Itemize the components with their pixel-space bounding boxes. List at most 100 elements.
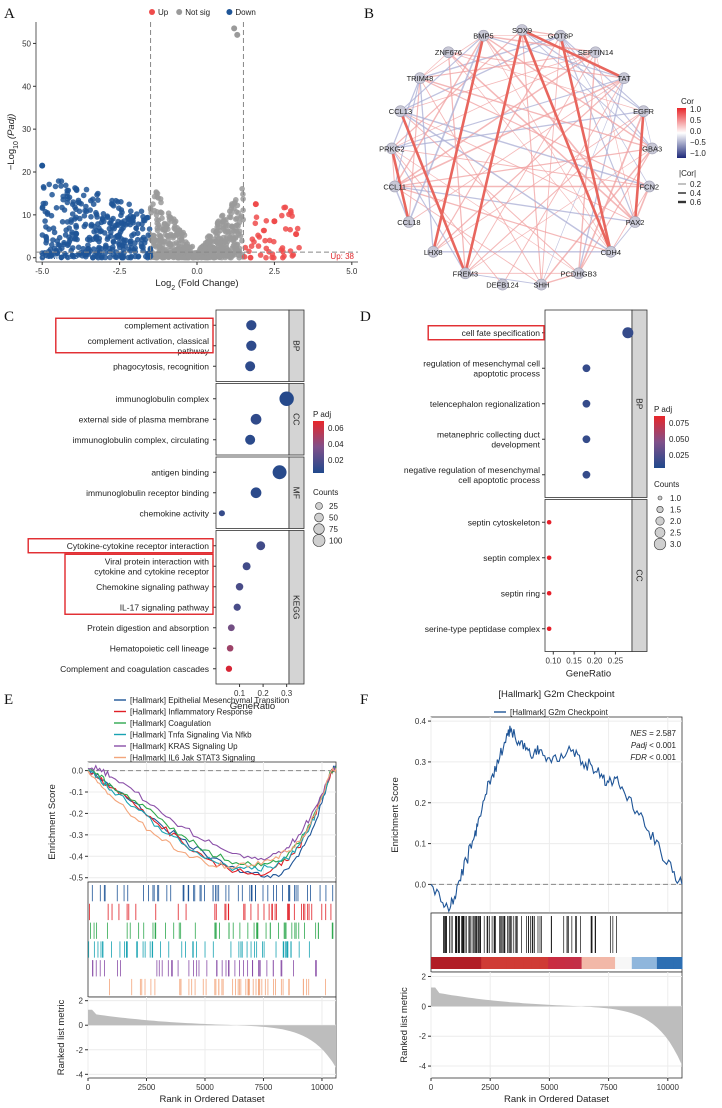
term-label: phagocytosis, recognition [113,361,209,371]
term-label: Protein digestion and absorption [87,623,209,633]
legend-label: Not sig [185,8,210,17]
term-label: immunoglobulin complex, circulating [72,435,209,445]
network-edge [432,110,644,253]
network-edge [643,111,653,149]
notsig-point [232,248,239,255]
notsig-point [176,243,182,250]
down-point [110,238,117,245]
term-label: septin cytoskeleton [468,517,541,527]
down-point [100,211,107,217]
y-axis-label: −Log10(Padj) [6,114,20,171]
counts-legend-tick: 1.5 [670,506,682,515]
up-point [253,214,260,220]
notsig-point [154,216,160,223]
network-edge [482,35,636,223]
highlight-point [234,31,241,38]
term-label: cytokine and cytokine receptor [94,566,209,576]
down-point [138,208,145,215]
notsig-point [233,197,239,203]
network-edge [483,34,596,53]
down-point [76,208,83,215]
rank-color-band [564,957,574,969]
down-point [53,205,60,211]
y-tick-label: -0.4 [69,852,83,861]
dot-marker [233,603,241,611]
dot-marker [246,320,257,331]
x-axis-label: GeneRatio [566,669,611,680]
term-label: immunoglobulin receptor binding [86,488,209,498]
counts-legend-marker [653,537,667,551]
y-tick-label: 30 [22,125,31,134]
network-edge [447,51,636,223]
down-point [70,245,76,251]
network-node-label: TRIM48 [407,74,434,83]
y-tick-label: 0 [27,254,32,263]
down-point [87,207,93,213]
notsig-point [159,215,165,221]
down-point [50,237,56,243]
es-series-line [430,725,683,913]
notsig-point [156,243,162,250]
down-point [58,183,64,189]
down-point [127,213,133,219]
notsig-point [222,252,228,259]
down-point [83,186,90,193]
network-node [459,267,472,280]
notsig-point [236,245,243,252]
network-node-label: TAT [618,74,631,83]
notsig-point [222,238,229,245]
down-point [69,211,76,217]
y-tick-label: -2 [419,1032,427,1041]
down-point [58,254,65,261]
highlight-box [64,553,214,615]
network-edge [400,110,612,253]
notsig-point [168,251,174,257]
down-point [102,249,109,256]
network-edge [483,35,653,150]
term-label: chemokine activity [140,508,210,518]
x-tick-label: 5.0 [346,267,358,276]
up-point [289,213,295,219]
x-tick-label: 7500 [255,1083,273,1092]
term-label: negative regulation of mesenchymal [404,465,540,475]
down-point [43,234,49,241]
down-point [87,237,93,243]
y-tick-label: 0.4 [415,717,427,726]
down-point [95,190,101,197]
down-point [73,222,79,229]
rank-color-band [489,957,499,969]
dot-marker [622,327,634,339]
rank-color-band [673,957,683,969]
up-point [287,248,294,254]
network-edge [521,29,543,285]
up-point [251,239,257,245]
notsig-point [223,244,229,250]
y-tick-label: 50 [22,39,31,48]
down-point [72,204,78,210]
dot-marker [235,583,244,591]
term-label: serine-type peptidase complex [425,624,541,634]
rank-color-band [456,957,465,969]
notsig-point [222,227,229,234]
network-edge [419,77,650,187]
network-edge [391,148,503,285]
panel-label-f: F [360,692,368,708]
legend-marker [149,9,155,15]
down-point [110,251,117,258]
y-tick-label: 0.1 [415,840,427,849]
x-tick-label: 10000 [657,1083,680,1092]
down-point [145,232,152,238]
down-point [108,201,115,207]
network-edge [502,77,625,285]
network-node-label: PCDHGB3 [561,269,597,278]
dot-marker [582,470,591,479]
network-edge [394,185,636,223]
network-node [388,180,401,193]
x-tick-label: 0.3 [281,689,293,698]
rank-color-band [531,957,541,969]
down-point [129,232,135,239]
notsig-point [224,234,230,240]
padj-legend-title: P adj [313,410,331,419]
network-edge [391,110,644,150]
notsig-point [186,244,192,250]
